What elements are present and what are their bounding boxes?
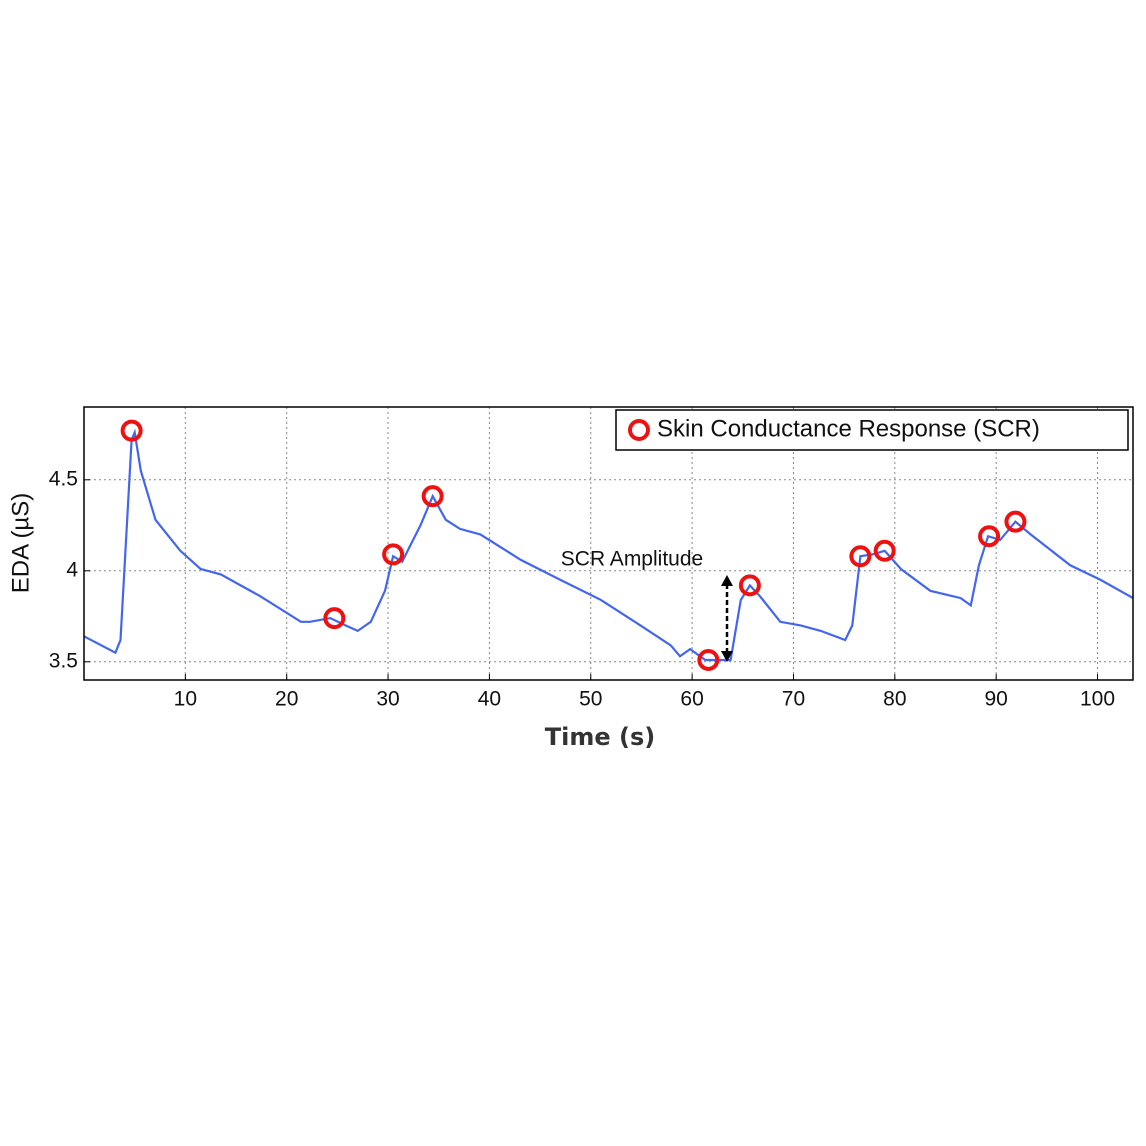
arrow-head xyxy=(721,575,733,586)
x-tick-label: 10 xyxy=(174,688,197,711)
x-tick-label: 90 xyxy=(984,688,1007,711)
scr-marker xyxy=(382,543,405,566)
scr-marker xyxy=(1004,510,1027,533)
x-tick-label: 50 xyxy=(579,688,602,711)
x-tick-label: 20 xyxy=(275,688,298,711)
scr-marker xyxy=(323,607,346,630)
x-tick-label: 70 xyxy=(782,688,805,711)
legend-marker xyxy=(628,419,650,441)
line xyxy=(83,428,1134,662)
x-axis-label: Time (s) xyxy=(545,723,655,751)
y-tick-label: 4 xyxy=(66,558,78,581)
x-tick-label: 40 xyxy=(478,688,501,711)
scr-marker xyxy=(697,648,720,671)
scr-marker xyxy=(873,539,896,562)
scr-marker xyxy=(738,574,761,597)
legend-box xyxy=(615,409,1129,451)
plot-frame xyxy=(83,406,1134,681)
legend-label: Skin Conductance Response (SCR) xyxy=(657,415,1040,442)
arrow-head xyxy=(721,651,733,662)
scr-marker xyxy=(120,419,143,442)
annotation: SCR Amplitude xyxy=(561,548,703,571)
scr-marker xyxy=(421,485,444,508)
scr-marker xyxy=(849,545,872,568)
scr-marker xyxy=(978,525,1001,548)
x-tick-label: 30 xyxy=(376,688,399,711)
y-tick-label: 3.5 xyxy=(49,649,78,672)
x-tick-label: 80 xyxy=(883,688,906,711)
x-tick-label: 100 xyxy=(1080,688,1115,711)
y-axis-label: EDA (µS) xyxy=(7,493,34,594)
x-tick-label: 60 xyxy=(680,688,703,711)
y-tick-label: 4.5 xyxy=(49,467,78,490)
